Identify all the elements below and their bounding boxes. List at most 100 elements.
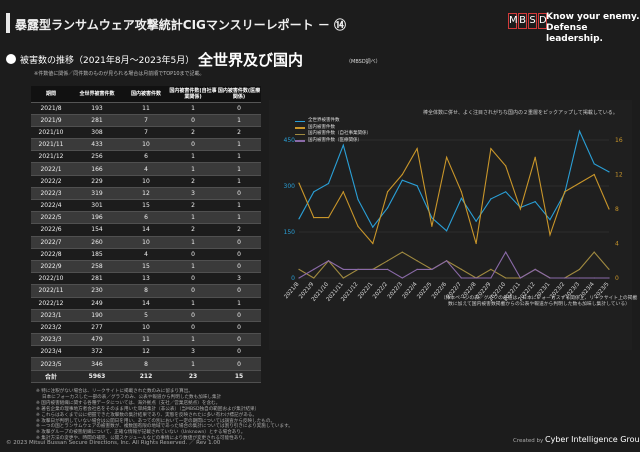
legend-swatch [295,133,305,135]
right-axis-tick-label: 0 [615,275,619,282]
table-cell: 2023/4 [31,345,71,359]
data-point [608,171,610,173]
table-cell: 2022/11 [31,284,71,298]
table-row: 2023/3 479 11 1 0 [31,333,261,347]
table-cell: 0 [217,248,261,261]
table-cell: 1 [217,138,261,152]
table-cell: 301 [71,199,123,213]
table-cell: 2 [169,199,217,213]
right-axis-tick-label: 16 [615,137,623,144]
data-point [446,230,448,232]
table-cell: 0 [217,102,261,115]
data-point [298,268,300,270]
table-cell: 1 [217,211,261,225]
table-row: 2022/4 301 15 2 1 [31,199,261,213]
table-cell: 2022/10 [31,272,71,286]
data-point [386,260,389,262]
legend-swatch [295,120,305,122]
table-row: 2022/10 281 13 0 3 [31,272,261,286]
table-total-cell: 5963 [71,370,123,383]
table-total-cell: 23 [169,370,217,383]
table-cell: 154 [71,223,123,237]
data-point [416,148,418,150]
table-total-cell: 15 [217,370,261,383]
table-cell: 2022/3 [31,187,71,201]
table-cell: 1 [169,236,217,249]
table-cell: 166 [71,162,123,176]
table-cell: 0 [217,357,261,371]
table-cell: 193 [71,102,123,115]
data-point [593,277,595,279]
data-point [578,130,581,132]
data-point [549,234,551,236]
table-cell: 1 [169,357,217,371]
data-point [490,198,492,200]
table-cell: 2023/1 [31,309,71,322]
table-cell: 0 [217,309,261,322]
data-point [490,277,492,279]
damage-count-table: 期間 全世界被害件数 国内被害件数 国内被害件数(自社事業関係) 国内被害件数(… [31,86,261,383]
copyright: © 2023 Mitsui Bussan Secure Directions, … [6,440,221,446]
data-point [519,208,522,210]
table-cell: 308 [71,126,123,140]
section-note: ※件数値に関係／同件数のものが見られる場合は月前順でTOP10まで記載。 [34,71,205,77]
series-line [298,129,610,232]
tagline-line-2: Defense leadership. [546,23,603,44]
data-point [534,201,536,203]
data-point [401,251,403,253]
table-cell: 2022/2 [31,175,71,188]
table-cell: 2 [169,126,217,140]
table-cell: 3 [217,272,261,286]
table-cell: 229 [71,175,123,188]
data-point [534,268,536,270]
table-row: 2021/8 193 11 1 0 [31,102,261,115]
legend-entry: 国内被害件数（医療関係） [295,138,371,145]
table-cell: 11 [123,102,169,115]
table-cell: 0 [169,321,217,335]
table-cell: 2023/2 [31,321,71,335]
data-point [372,268,374,270]
table-cell: 479 [71,333,123,347]
table-cell: 3 [169,345,217,359]
table-cell: 1 [169,211,217,225]
table-cell: 2021/10 [31,126,71,140]
table-cell: 10 [123,138,169,152]
data-point [357,225,359,227]
left-axis-tick-label: 0 [291,275,295,282]
table-cell: 1 [217,199,261,213]
data-point [446,260,448,262]
table-cell: 3 [169,187,217,201]
table-cell: 14 [123,223,169,237]
title-bar: 暴露型ランサムウェア攻撃統計CIGマンスリーレポート － ⑭ M B S D K… [0,0,640,44]
legend-entry: 国内被害件数 [295,125,371,132]
table-cell: 2 [169,223,217,237]
table-cell: 2022/12 [31,297,71,310]
table-row: 2022/7 260 10 1 0 [31,236,261,249]
table-cell: 2 [169,175,217,188]
table-cell: 2021/9 [31,114,71,127]
table-cell: 256 [71,150,123,164]
data-point [490,268,492,270]
table-cell: 433 [71,138,123,152]
data-point [416,268,418,270]
data-point [608,268,610,270]
table-cell: 190 [71,309,123,322]
legend-swatch [295,127,305,129]
data-point [593,163,595,165]
table-cell: 196 [71,211,123,225]
data-point [342,144,344,146]
table-cell: 0 [169,114,217,127]
chart-source-note: （棒本ページの表／グラフの各値は、日本にフォーカスする関係上、リークサイト上の掲… [440,296,638,307]
table-cell: 4 [123,248,169,261]
legend-entry: 全世界被害件数 [295,118,371,125]
data-point [608,208,610,210]
table-header-row: 期間 全世界被害件数 国内被害件数 国内被害件数(自社事業関係) 国内被害件数(… [31,86,261,103]
data-point [549,277,551,279]
table-cell: 1 [217,162,261,176]
tagline: Know your enemy. Defense leadership. [546,12,640,45]
data-point [460,277,462,279]
table-cell: 2021/11 [31,138,71,152]
data-point [505,165,507,167]
data-point [593,173,595,176]
legend-swatch [295,140,305,142]
